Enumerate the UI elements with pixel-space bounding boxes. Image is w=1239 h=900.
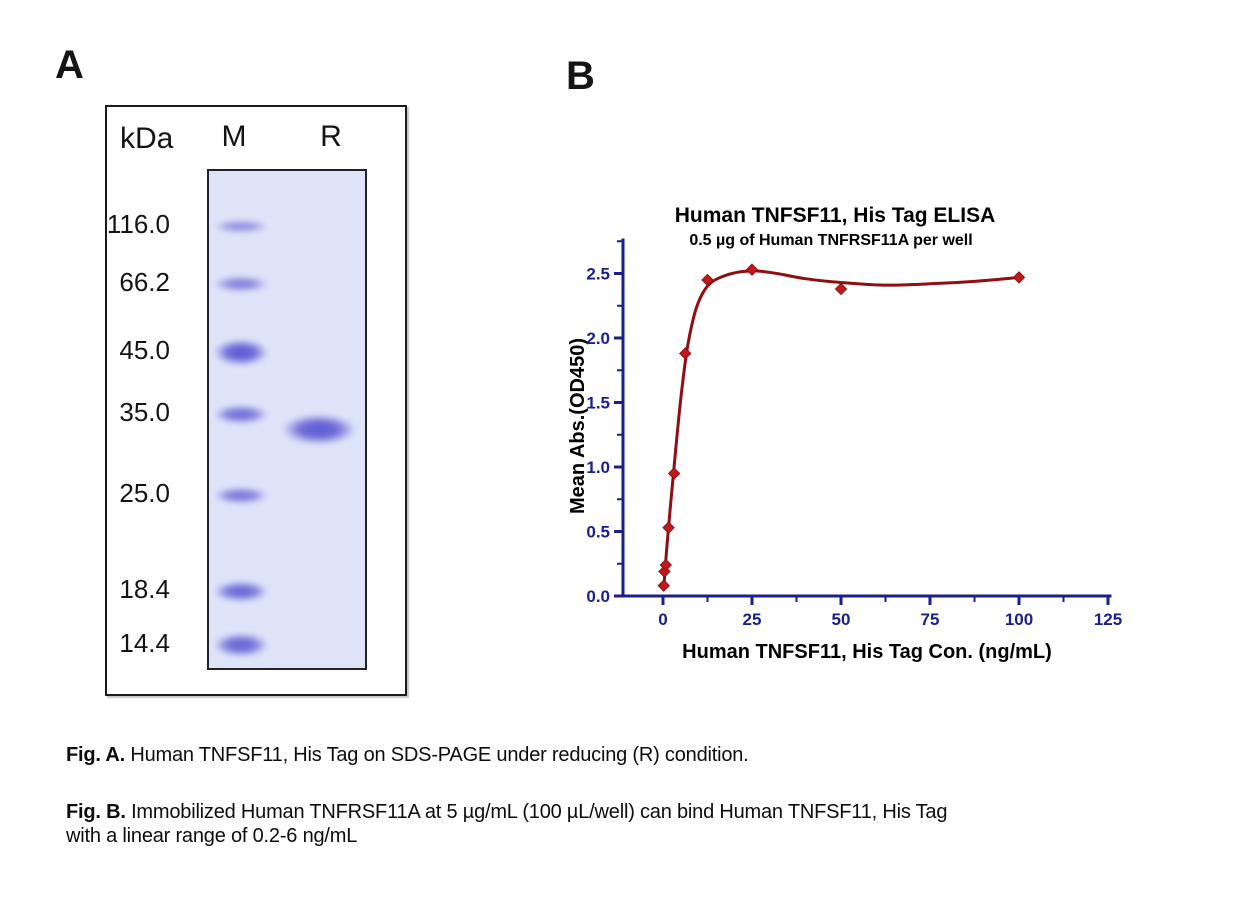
gel-lane-r-header: R <box>320 120 342 153</box>
data-point-diamond <box>679 347 692 360</box>
y-tick-label: 0.5 <box>586 523 610 542</box>
caption-fig-b: Fig. B. Immobilized Human TNFRSF11A at 5… <box>66 800 1196 848</box>
gel-marker-label: 45.0 <box>119 335 170 365</box>
gel-lane-image <box>207 169 367 670</box>
chart-fit-curve <box>662 269 1021 590</box>
x-tick-label: 50 <box>832 610 851 629</box>
y-tick-label: 2.5 <box>586 265 610 284</box>
fit-curve-path <box>662 269 1021 590</box>
gel-marker-label: 25.0 <box>119 478 170 508</box>
gel-band-marker <box>213 404 269 424</box>
caption-fig-b-line1: Fig. B. Immobilized Human TNFRSF11A at 5… <box>66 800 1196 824</box>
y-tick-label: 2.0 <box>586 329 610 348</box>
panel-b-label: B <box>566 54 595 98</box>
gel-band-marker <box>213 486 269 504</box>
data-point-diamond <box>701 273 714 287</box>
x-tick-label: 0 <box>658 610 667 629</box>
caption-fig-a-prefix: Fig. A. <box>66 744 125 766</box>
data-point-diamond <box>1012 271 1026 284</box>
chart-title: Human TNFSF11, His Tag ELISA <box>675 204 996 227</box>
y-tick-label: 1.5 <box>586 394 610 413</box>
caption-fig-b-prefix: Fig. B. <box>66 801 126 823</box>
x-tick-label: 25 <box>743 610 762 629</box>
chart-x-axis-title: Human TNFSF11, His Tag Con. (ng/mL) <box>682 641 1052 663</box>
gel-band-marker <box>213 580 269 602</box>
data-point-diamond <box>659 558 672 572</box>
x-tick-label: 125 <box>1094 610 1122 629</box>
data-point-diamond <box>834 282 848 296</box>
gel-band-marker <box>213 276 269 292</box>
chart-tick-labels: 0.0 0.5 1.0 1.5 2.0 2.5 0 25 50 75 100 125 <box>586 265 1122 630</box>
gel-lane-m-header: M <box>221 120 247 153</box>
data-point-diamond <box>657 579 670 592</box>
gel-band-marker <box>213 338 269 366</box>
data-point-diamond <box>667 467 681 480</box>
gel-band-marker <box>213 219 269 233</box>
chart-y-axis-title: Mean Abs.(OD450) <box>567 338 589 514</box>
chart-axes <box>621 238 1112 598</box>
caption-fig-b-line2: with a linear range of 0.2-6 ng/mL <box>66 825 358 847</box>
gel-marker-label: 14.4 <box>119 628 170 658</box>
elisa-chart: Human TNFSF11, His Tag ELISA 0.5 µg of H… <box>567 204 1122 663</box>
gel-band-marker <box>213 633 269 657</box>
gel-marker-label: 35.0 <box>119 397 170 427</box>
gel-marker-label: 116.0 <box>106 209 170 239</box>
gel-kda-header: kDa <box>120 122 174 155</box>
caption-fig-a: Fig. A. Human TNFSF11, His Tag on SDS-PA… <box>66 743 1196 767</box>
gel-band-sample-r <box>281 413 357 445</box>
gel-marker-label: 18.4 <box>119 574 170 604</box>
y-tick-label: 1.0 <box>586 458 610 477</box>
y-tick-label: 0.0 <box>586 587 610 606</box>
chart-subtitle: 0.5 µg of Human TNFRSF11A per well <box>689 232 972 249</box>
gel-marker-label: 66.2 <box>119 267 170 297</box>
data-point-diamond <box>662 521 675 534</box>
panel-a-label: A <box>55 43 84 87</box>
caption-fig-b-text1: Immobilized Human TNFRSF11A at 5 µg/mL (… <box>125 801 948 823</box>
axis-lines <box>621 238 1112 598</box>
chart-ticks <box>614 240 1110 605</box>
x-tick-label: 75 <box>921 610 940 629</box>
x-tick-label: 100 <box>1005 610 1033 629</box>
chart-data-points <box>657 263 1026 592</box>
data-point-diamond <box>745 263 759 276</box>
caption-fig-a-text: Human TNFSF11, His Tag on SDS-PAGE under… <box>124 744 749 766</box>
